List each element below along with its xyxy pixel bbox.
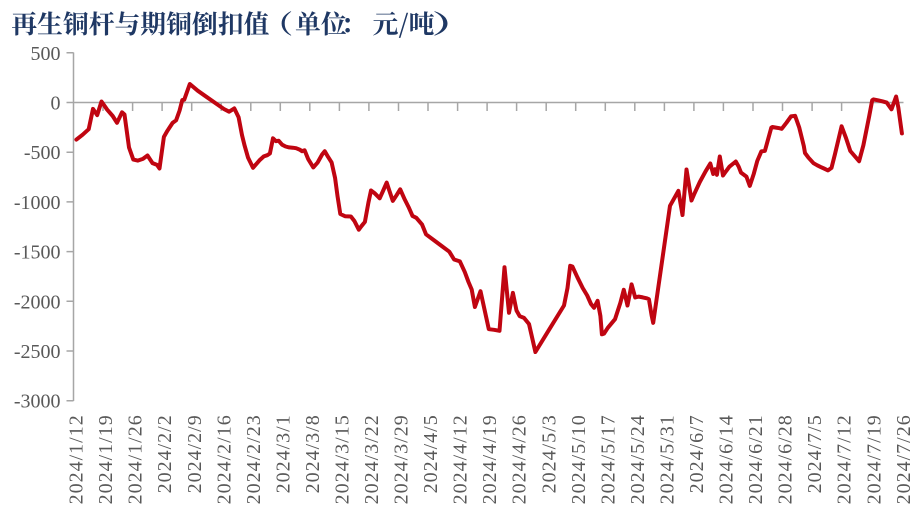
svg-text:2024/5/17: 2024/5/17 [597,414,619,504]
svg-text:-2000: -2000 [14,291,61,313]
svg-text:2024/7/5: 2024/7/5 [804,414,826,493]
svg-text:500: 500 [31,43,61,65]
svg-text:2024/3/15: 2024/3/15 [332,414,354,504]
svg-text:2024/1/26: 2024/1/26 [125,414,147,504]
svg-text:-1500: -1500 [14,242,61,264]
svg-text:2024/6/14: 2024/6/14 [716,414,738,504]
svg-text:-500: -500 [24,142,61,164]
svg-text:2024/2/16: 2024/2/16 [213,414,235,504]
svg-text:2024/6/21: 2024/6/21 [745,414,767,504]
svg-text:2024/1/19: 2024/1/19 [95,414,117,504]
svg-text:2024/6/7: 2024/6/7 [686,414,708,493]
svg-text:2024/7/12: 2024/7/12 [834,414,856,504]
svg-text:2024/4/19: 2024/4/19 [479,414,501,504]
svg-text:2024/4/12: 2024/4/12 [450,414,472,504]
svg-text:2024/4/5: 2024/4/5 [420,414,442,493]
svg-text:2024/3/29: 2024/3/29 [391,414,413,504]
svg-text:2024/5/3: 2024/5/3 [538,414,560,493]
svg-text:2024/2/2: 2024/2/2 [154,414,176,493]
svg-text:2024/5/31: 2024/5/31 [657,414,679,504]
svg-text:2024/3/1: 2024/3/1 [272,414,294,493]
svg-text:-2500: -2500 [14,341,61,363]
svg-text:2024/3/8: 2024/3/8 [302,414,324,493]
svg-text:2024/7/26: 2024/7/26 [893,414,913,504]
svg-text:-1000: -1000 [14,192,61,214]
svg-text:2024/3/22: 2024/3/22 [361,414,383,504]
svg-text:2024/1/12: 2024/1/12 [66,414,88,504]
svg-text:2024/5/10: 2024/5/10 [568,414,590,504]
svg-text:2024/6/28: 2024/6/28 [775,414,797,504]
svg-text:2024/5/24: 2024/5/24 [627,414,649,504]
svg-text:2024/2/9: 2024/2/9 [184,414,206,493]
svg-text:2024/2/23: 2024/2/23 [243,414,265,504]
svg-text:2024/4/26: 2024/4/26 [509,414,531,504]
svg-text:2024/7/19: 2024/7/19 [863,414,885,504]
svg-text:0: 0 [51,93,61,115]
svg-text:-3000: -3000 [14,391,61,413]
